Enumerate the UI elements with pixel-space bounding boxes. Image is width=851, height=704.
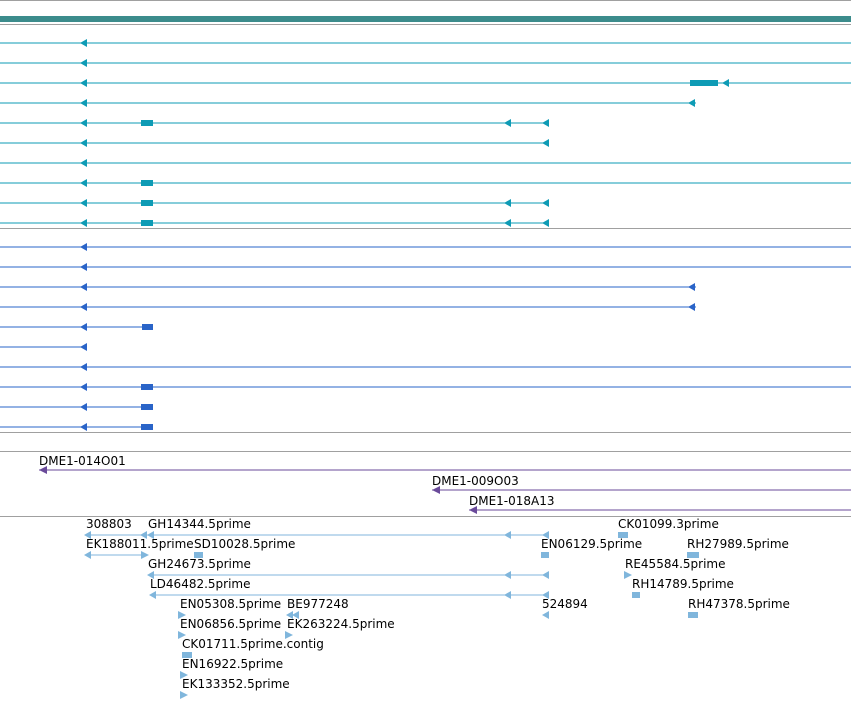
est-block[interactable] <box>541 552 549 558</box>
arrow-right-icon <box>624 571 632 579</box>
est-block[interactable] <box>688 612 698 618</box>
arrow-left-icon <box>140 531 147 539</box>
arrow-left-icon <box>504 119 511 127</box>
est-label[interactable]: 524894 <box>542 597 588 611</box>
arrow-left-icon <box>542 571 549 579</box>
est-label[interactable]: EN05308.5prime <box>180 597 281 611</box>
est-label[interactable]: RH27989.5prime <box>687 537 789 551</box>
exon-block[interactable] <box>141 220 153 226</box>
arrow-left-icon <box>80 99 87 107</box>
arrow-left-icon <box>80 383 87 391</box>
est-label[interactable]: SD10028.5prime <box>194 537 295 551</box>
arrow-left-icon <box>149 591 156 599</box>
est-label[interactable]: EK133352.5prime <box>182 677 290 691</box>
arrow-left-icon <box>504 199 511 207</box>
arrow-left-icon <box>39 466 47 474</box>
exon-block[interactable] <box>141 424 153 430</box>
arrow-left-icon <box>542 119 549 127</box>
arrow-left-icon <box>80 403 87 411</box>
est-label[interactable]: GH14344.5prime <box>148 517 251 531</box>
est-label[interactable]: EK263224.5prime <box>287 617 395 631</box>
exon-block[interactable] <box>141 120 153 126</box>
header-bar <box>0 16 851 22</box>
arrow-left-icon <box>84 551 91 559</box>
est-label[interactable]: BE977248 <box>287 597 349 611</box>
est-label[interactable]: EN16922.5prime <box>182 657 283 671</box>
est-block[interactable] <box>632 592 640 598</box>
est-label[interactable]: CK01099.3prime <box>618 517 719 531</box>
arrow-left-icon <box>80 243 87 251</box>
exon-block[interactable] <box>141 404 153 410</box>
arrow-left-icon <box>688 283 695 291</box>
arrow-left-icon <box>84 531 91 539</box>
arrow-left-icon <box>542 199 549 207</box>
arrow-left-icon <box>80 139 87 147</box>
arrow-left-icon <box>469 506 477 514</box>
arrow-left-icon <box>147 571 154 579</box>
exon-block[interactable] <box>141 200 153 206</box>
est-label[interactable]: RE45584.5prime <box>625 557 726 571</box>
arrow-left-icon <box>504 531 511 539</box>
arrow-left-icon <box>504 571 511 579</box>
arrow-left-icon <box>80 39 87 47</box>
est-label[interactable]: LD46482.5prime <box>150 577 251 591</box>
arrow-left-icon <box>80 119 87 127</box>
arrow-left-icon <box>542 139 549 147</box>
arrow-left-icon <box>80 323 87 331</box>
arrow-left-icon <box>80 79 87 87</box>
clone-label[interactable]: DME1-018A13 <box>469 494 555 508</box>
arrow-left-icon <box>292 611 299 619</box>
arrow-right-icon <box>180 691 188 699</box>
arrow-left-icon <box>722 79 729 87</box>
arrow-left-icon <box>80 199 87 207</box>
arrow-left-icon <box>80 159 87 167</box>
arrow-right-icon <box>180 671 188 679</box>
arrow-right-icon <box>178 631 186 639</box>
est-label[interactable]: GH24673.5prime <box>148 557 251 571</box>
arrow-left-icon <box>504 591 511 599</box>
arrow-left-icon <box>80 59 87 67</box>
arrow-left-icon <box>80 363 87 371</box>
arrow-left-icon <box>542 611 549 619</box>
clone-label[interactable]: DME1-009O03 <box>432 474 519 488</box>
est-block[interactable] <box>618 532 628 538</box>
arrow-left-icon <box>542 591 549 599</box>
est-block[interactable] <box>182 652 192 658</box>
est-block[interactable] <box>687 552 699 558</box>
exon-block[interactable] <box>141 180 153 186</box>
est-label[interactable]: EN06129.5prime <box>541 537 642 551</box>
arrow-left-icon <box>432 486 440 494</box>
arrow-left-icon <box>688 303 695 311</box>
arrow-right-icon <box>141 551 149 559</box>
arrow-left-icon <box>80 219 87 227</box>
arrow-left-icon <box>80 423 87 431</box>
arrow-left-icon <box>80 179 87 187</box>
est-label[interactable]: EK188011.5prime <box>86 537 194 551</box>
exon-block[interactable] <box>142 324 153 330</box>
arrow-left-icon <box>147 531 154 539</box>
arrow-left-icon <box>542 219 549 227</box>
est-label[interactable]: EN06856.5prime <box>180 617 281 631</box>
exon-block[interactable] <box>141 384 153 390</box>
arrow-left-icon <box>80 263 87 271</box>
arrow-left-icon <box>80 303 87 311</box>
est-label[interactable]: RH14789.5prime <box>632 577 734 591</box>
arrow-left-icon <box>542 531 549 539</box>
arrow-left-icon <box>688 99 695 107</box>
arrow-left-icon <box>504 219 511 227</box>
arrow-left-icon <box>80 343 87 351</box>
est-label[interactable]: 308803 <box>86 517 132 531</box>
est-label[interactable]: RH47378.5prime <box>688 597 790 611</box>
arrow-right-icon <box>178 611 186 619</box>
arrow-left-icon <box>80 283 87 291</box>
arrow-left-icon <box>286 611 293 619</box>
exon-block[interactable] <box>690 80 718 86</box>
est-block[interactable] <box>194 552 203 558</box>
est-label[interactable]: CK01711.5prime.contig <box>182 637 324 651</box>
clone-label[interactable]: DME1-014O01 <box>39 454 126 468</box>
arrow-right-icon <box>285 631 293 639</box>
